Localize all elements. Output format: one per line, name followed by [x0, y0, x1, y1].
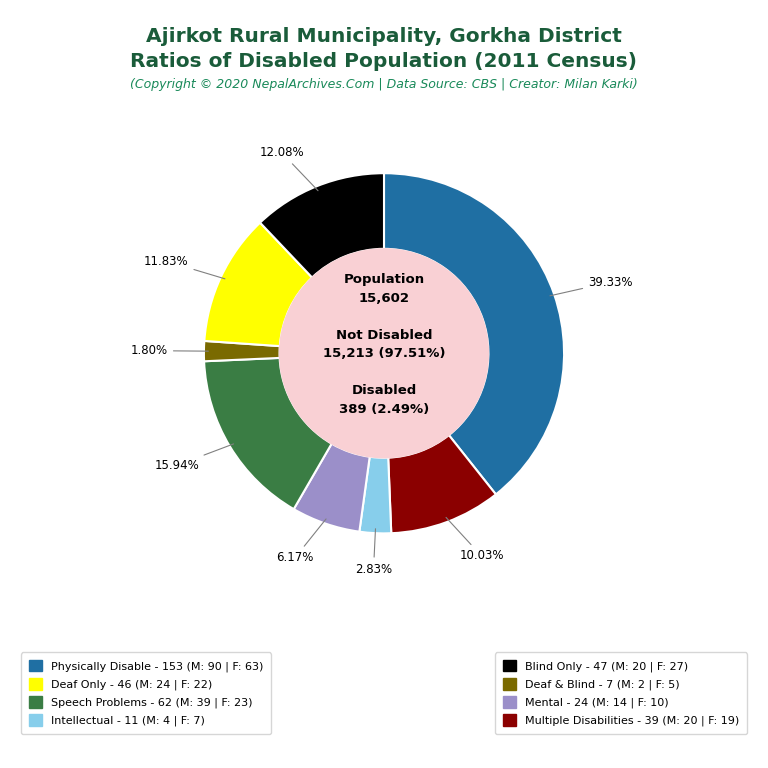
Wedge shape [384, 174, 564, 495]
Wedge shape [204, 358, 332, 509]
Text: Ajirkot Rural Municipality, Gorkha District: Ajirkot Rural Municipality, Gorkha Distr… [146, 27, 622, 46]
Legend: Blind Only - 47 (M: 20 | F: 27), Deaf & Blind - 7 (M: 2 | F: 5), Mental - 24 (M:: Blind Only - 47 (M: 20 | F: 27), Deaf & … [495, 652, 747, 734]
Wedge shape [260, 174, 384, 277]
Wedge shape [388, 435, 496, 533]
Wedge shape [204, 223, 312, 346]
Text: 12.08%: 12.08% [260, 146, 318, 190]
Wedge shape [293, 444, 369, 531]
Text: 15.94%: 15.94% [154, 444, 233, 472]
Text: 11.83%: 11.83% [144, 255, 225, 279]
Text: 2.83%: 2.83% [355, 528, 392, 576]
Text: 39.33%: 39.33% [550, 276, 633, 296]
Text: Ratios of Disabled Population (2011 Census): Ratios of Disabled Population (2011 Cens… [131, 52, 637, 71]
Text: (Copyright © 2020 NepalArchives.Com | Data Source: CBS | Creator: Milan Karki): (Copyright © 2020 NepalArchives.Com | Da… [130, 78, 638, 91]
Circle shape [280, 249, 488, 458]
Text: 1.80%: 1.80% [131, 344, 208, 357]
Text: 10.03%: 10.03% [446, 518, 504, 562]
Wedge shape [204, 341, 280, 361]
Text: 6.17%: 6.17% [276, 519, 326, 564]
Wedge shape [359, 457, 391, 533]
Text: Population
15,602

Not Disabled
15,213 (97.51%)

Disabled
389 (2.49%): Population 15,602 Not Disabled 15,213 (9… [323, 273, 445, 415]
